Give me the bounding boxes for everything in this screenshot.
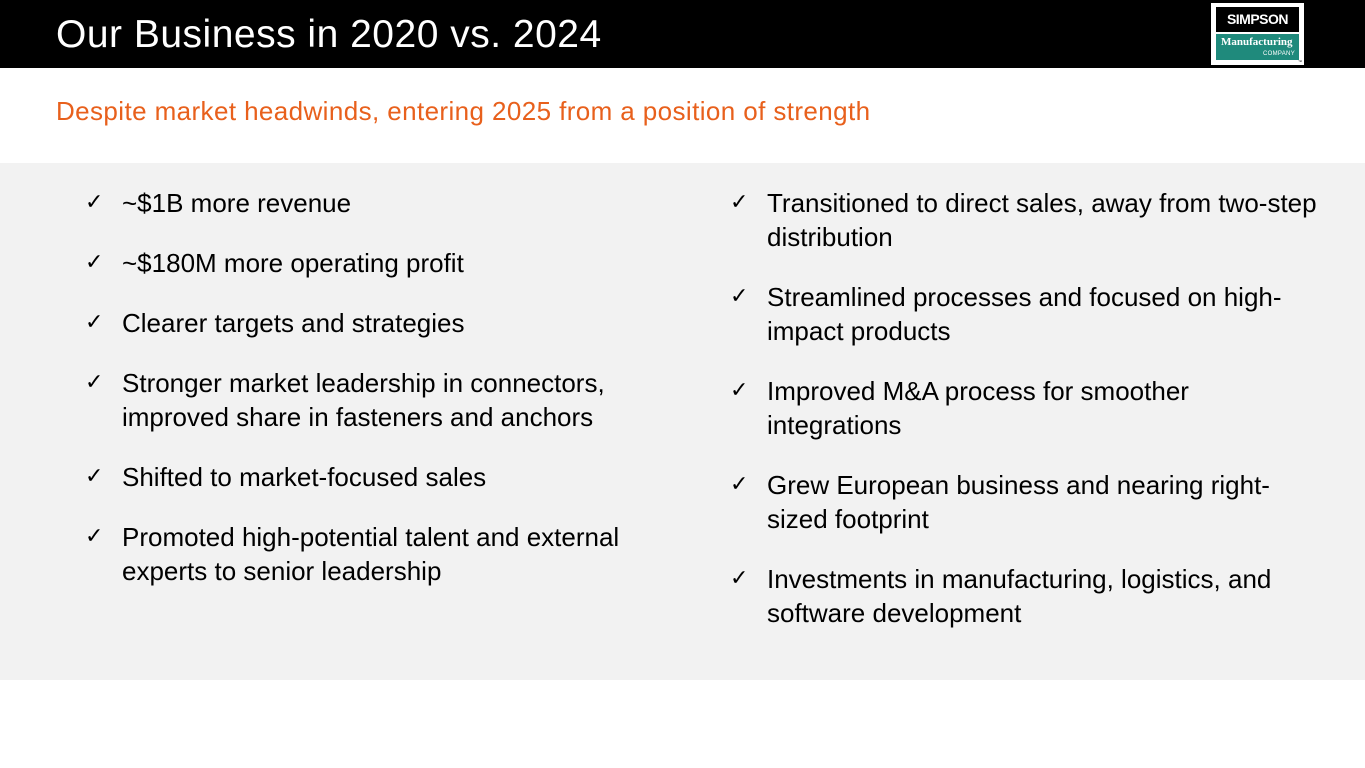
- bullet-item: ✓ Clearer targets and strategies: [85, 306, 685, 340]
- bullet-text: Clearer targets and strategies: [122, 308, 465, 338]
- simpson-logo: SIMPSON Manufacturing COMPANY ™: [1211, 3, 1304, 65]
- bullet-text: Shifted to market-focused sales: [122, 462, 487, 492]
- bullet-text: Streamlined processes and focused on hig…: [767, 282, 1282, 346]
- bullet-item: ✓ Streamlined processes and focused on hi…: [730, 280, 1330, 348]
- logo-trademark: ™: [1298, 59, 1302, 64]
- bullet-item: ✓ Stronger market leadership in connector…: [85, 366, 685, 434]
- logo-wordmark: SIMPSON: [1216, 7, 1299, 32]
- checkmark-icon: ✓: [85, 250, 104, 275]
- bullet-text: Promoted high-potential talent and exter…: [122, 522, 620, 586]
- right-column: ✓ Transitioned to direct sales, away from…: [730, 186, 1330, 656]
- left-column: ✓ ~$1B more revenue ✓ ~$180M more operating…: [85, 186, 685, 614]
- title-bar: Our Business in 2020 vs. 2024 SIMPSON Ma…: [0, 0, 1365, 68]
- checkmark-icon: ✓: [85, 190, 104, 215]
- bullet-text: Stronger market leadership in connectors…: [122, 368, 605, 432]
- logo-company: COMPANY: [1263, 51, 1295, 57]
- logo-manufacturing: Manufacturing: [1221, 36, 1293, 48]
- checkmark-icon: ✓: [730, 566, 749, 591]
- checkmark-icon: ✓: [85, 464, 104, 489]
- bullet-item: ✓ Transitioned to direct sales, away from…: [730, 186, 1330, 254]
- checkmark-icon: ✓: [730, 472, 749, 497]
- checkmark-icon: ✓: [730, 378, 749, 403]
- bullet-text: Improved M&A process for smoother integr…: [767, 376, 1189, 440]
- bullet-item: ✓ Grew European business and nearing righ…: [730, 468, 1330, 536]
- checkmark-icon: ✓: [85, 524, 104, 549]
- checkmark-icon: ✓: [85, 310, 104, 335]
- bullet-text: Transitioned to direct sales, away from …: [767, 188, 1317, 252]
- bullet-item: ✓ Promoted high-potential talent and exte…: [85, 520, 685, 588]
- bullet-text: Investments in manufacturing, logistics,…: [767, 564, 1272, 628]
- checkmark-icon: ✓: [730, 190, 749, 215]
- bullet-item: ✓ Investments in manufacturing, logistics…: [730, 562, 1330, 630]
- logo-subbox: Manufacturing COMPANY: [1216, 34, 1299, 60]
- slide-title: Our Business in 2020 vs. 2024: [56, 13, 602, 56]
- bullet-item: ✓ ~$1B more revenue: [85, 186, 685, 220]
- bullet-text: Grew European business and nearing right…: [767, 470, 1270, 534]
- bullet-item: ✓ Improved M&A process for smoother integ…: [730, 374, 1330, 442]
- slide-subtitle: Despite market headwinds, entering 2025 …: [56, 96, 871, 126]
- checkmark-icon: ✓: [730, 284, 749, 309]
- bullet-text: ~$1B more revenue: [122, 188, 352, 218]
- content-panel: [0, 163, 1365, 680]
- checkmark-icon: ✓: [85, 370, 104, 395]
- bullet-item: ✓ ~$180M more operating profit: [85, 246, 685, 280]
- bullet-text: ~$180M more operating profit: [122, 248, 464, 278]
- bullet-item: ✓ Shifted to market-focused sales: [85, 460, 685, 494]
